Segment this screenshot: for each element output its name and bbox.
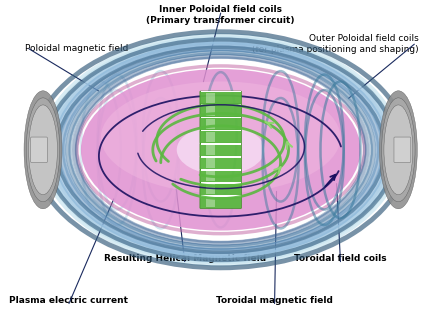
Ellipse shape <box>81 69 360 231</box>
Ellipse shape <box>384 105 413 195</box>
Bar <box>205 93 216 103</box>
Text: Toroidal magnetic field: Toroidal magnetic field <box>216 296 333 305</box>
Bar <box>201 156 241 158</box>
Bar <box>205 158 216 168</box>
Bar <box>205 119 216 129</box>
FancyBboxPatch shape <box>200 130 241 143</box>
Bar <box>201 117 241 119</box>
Text: Inner Poloidal field coils
(Primary transformer circuit): Inner Poloidal field coils (Primary tran… <box>147 5 295 25</box>
Text: Outer Poloidal field coils
(for plasma positioning and shaping): Outer Poloidal field coils (for plasma p… <box>252 35 418 54</box>
Text: Poloidal magnetic field: Poloidal magnetic field <box>25 44 128 53</box>
FancyBboxPatch shape <box>31 137 48 163</box>
Text: Toroidal field coils: Toroidal field coils <box>294 254 387 263</box>
Ellipse shape <box>382 98 415 202</box>
FancyBboxPatch shape <box>200 143 241 156</box>
Bar <box>201 169 241 171</box>
FancyBboxPatch shape <box>200 195 241 208</box>
Bar <box>201 195 241 197</box>
Text: Resulting Helical Magnetic field: Resulting Helical Magnetic field <box>104 254 266 263</box>
FancyBboxPatch shape <box>200 117 241 130</box>
Bar <box>201 130 241 131</box>
FancyBboxPatch shape <box>394 137 411 163</box>
Bar <box>205 184 216 194</box>
Bar <box>205 197 216 207</box>
FancyBboxPatch shape <box>200 104 241 117</box>
FancyBboxPatch shape <box>200 91 241 104</box>
Bar <box>201 91 241 92</box>
Text: Plasma electric current: Plasma electric current <box>9 296 128 305</box>
FancyBboxPatch shape <box>200 183 241 195</box>
Bar <box>201 182 241 184</box>
Ellipse shape <box>29 105 57 195</box>
Bar <box>201 143 241 144</box>
Ellipse shape <box>26 98 60 202</box>
Bar <box>205 145 216 155</box>
Ellipse shape <box>177 125 264 175</box>
Ellipse shape <box>379 91 417 209</box>
Bar <box>205 171 216 181</box>
FancyBboxPatch shape <box>200 156 241 169</box>
Ellipse shape <box>101 81 341 193</box>
Bar <box>201 104 241 105</box>
FancyBboxPatch shape <box>200 169 241 183</box>
Bar <box>205 106 216 116</box>
Ellipse shape <box>24 91 62 209</box>
Bar <box>205 132 216 142</box>
